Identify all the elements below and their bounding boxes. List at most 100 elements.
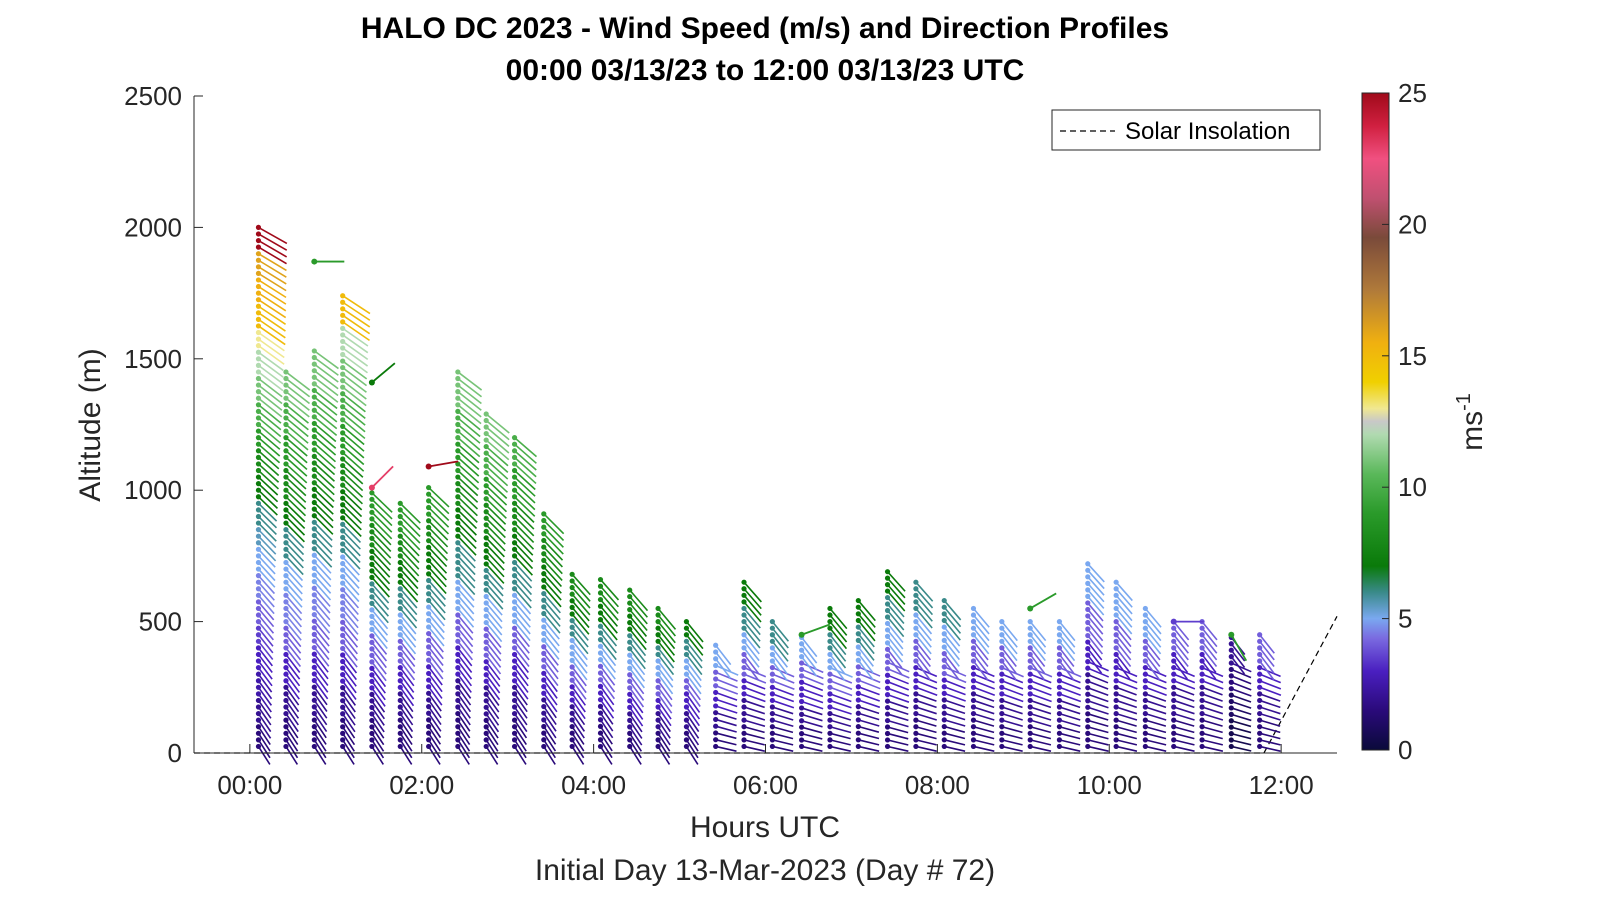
wind-barb-shaft <box>513 496 536 517</box>
wind-barb-shaft <box>1058 621 1076 642</box>
wind-barb-shaft <box>743 588 762 610</box>
wind-barb-point <box>713 683 719 689</box>
wind-barb-point <box>1257 710 1263 717</box>
wind-barb-shaft <box>285 410 309 431</box>
wind-barb-point <box>426 737 432 743</box>
wind-barb-shaft <box>599 665 616 686</box>
wind-barb-shaft <box>313 541 333 562</box>
wind-barb-point <box>683 691 690 697</box>
wind-barb-shaft <box>1087 700 1109 709</box>
wind-barb-point <box>426 650 432 657</box>
wind-barb-point <box>1142 684 1148 690</box>
wind-barb-shaft <box>427 619 445 640</box>
wind-barb-shaft <box>857 633 875 655</box>
wind-barb-point <box>541 590 547 597</box>
wind-barb-shaft <box>715 745 737 752</box>
wind-barb-shaft <box>629 589 649 612</box>
wind-barb-shaft <box>1087 732 1109 740</box>
wind-barb-point <box>397 579 403 585</box>
wind-barb-point <box>884 633 891 639</box>
wind-barb-point <box>283 527 289 533</box>
wind-barb-shaft <box>829 673 853 684</box>
wind-barb-point <box>255 441 262 447</box>
wind-barb-point <box>426 491 432 497</box>
wind-barb-point <box>827 645 833 651</box>
wind-barb-shaft <box>485 556 505 578</box>
wind-barb-point <box>541 531 547 537</box>
wind-barb-shaft <box>342 628 359 648</box>
wind-barb-point <box>311 592 317 598</box>
colorbar-tick-label: 0 <box>1398 735 1412 765</box>
wind-barb-shaft <box>772 673 795 684</box>
wind-barb-shaft <box>371 563 391 585</box>
wind-barb-shaft <box>485 667 501 687</box>
wind-barb-shaft <box>428 599 446 621</box>
wind-barb-shaft <box>342 314 371 335</box>
wind-barb-shaft <box>829 686 853 697</box>
wind-barb-shaft <box>457 548 476 569</box>
wind-barb-shaft <box>858 705 880 715</box>
wind-barb-shaft <box>1230 656 1246 675</box>
wind-barb-shaft <box>1115 640 1132 661</box>
wind-barb-shaft <box>457 706 471 726</box>
wind-barb-shaft <box>285 423 309 444</box>
wind-barb-point <box>1199 684 1205 690</box>
wind-barb-shaft <box>371 680 386 701</box>
wind-barb-point <box>1142 724 1148 730</box>
wind-barb-shaft <box>915 607 933 629</box>
wind-barb-point <box>855 730 861 736</box>
wind-barb-point <box>1113 592 1119 598</box>
wind-barb-shaft <box>342 334 369 354</box>
wind-barb-shaft <box>685 739 699 759</box>
wind-barb-point <box>511 704 518 710</box>
wind-barb-point <box>397 566 403 572</box>
wind-barb-point <box>340 534 346 541</box>
wind-barb-shaft <box>342 464 364 485</box>
wind-barb-shaft <box>285 437 308 457</box>
wind-barb-point <box>1113 730 1119 736</box>
wind-barb-shaft <box>285 640 302 661</box>
wind-barb-shaft <box>258 299 287 319</box>
wind-barb-point <box>397 678 403 684</box>
wind-barb-point <box>1199 710 1205 717</box>
wind-barb-shaft <box>399 515 421 537</box>
wind-barb-shaft <box>399 548 420 570</box>
wind-barb-shaft <box>513 601 531 622</box>
wind-barb-shaft <box>342 484 363 505</box>
wind-barb-shaft <box>715 718 737 727</box>
wind-barb-point <box>397 691 403 697</box>
wind-barb-point <box>340 645 346 652</box>
wind-barb-shaft <box>457 483 479 503</box>
wind-barb-point <box>541 743 547 750</box>
wind-barb-shaft <box>1087 648 1103 668</box>
wind-barb-shaft <box>886 635 904 657</box>
wind-barb-outlier-shaft <box>1230 634 1248 662</box>
wind-barb-shaft <box>428 579 447 601</box>
wind-barb-point <box>455 428 461 434</box>
wind-barb-shaft <box>1173 621 1190 641</box>
wind-barb-shaft <box>685 667 702 688</box>
wind-barb-shaft <box>771 660 788 682</box>
wind-barb-shaft <box>457 522 477 543</box>
wind-barb-shaft <box>258 252 287 272</box>
wind-barb-point <box>511 540 518 546</box>
wind-barb-shaft <box>915 732 937 740</box>
wind-barb-shaft <box>685 686 701 707</box>
wind-barb-point <box>311 552 317 558</box>
wind-barb-point <box>455 527 461 533</box>
wind-barb-point <box>541 717 547 723</box>
wind-barb-point <box>340 436 346 443</box>
wind-barb-shaft <box>371 511 393 533</box>
wind-barb-shaft <box>543 699 557 719</box>
wind-barb-shaft <box>829 647 847 669</box>
wind-barb-shaft <box>973 693 995 702</box>
wind-barb-shaft <box>1030 739 1052 746</box>
wind-barb-point <box>1056 671 1063 677</box>
wind-barb-point <box>340 358 346 364</box>
wind-barb-shaft <box>257 496 278 516</box>
wind-barb-shaft <box>513 594 532 615</box>
wind-barb-point <box>627 620 633 626</box>
wind-barb-shaft <box>629 628 647 651</box>
wind-barb-shaft <box>657 614 676 637</box>
wind-barb-point <box>941 690 947 696</box>
